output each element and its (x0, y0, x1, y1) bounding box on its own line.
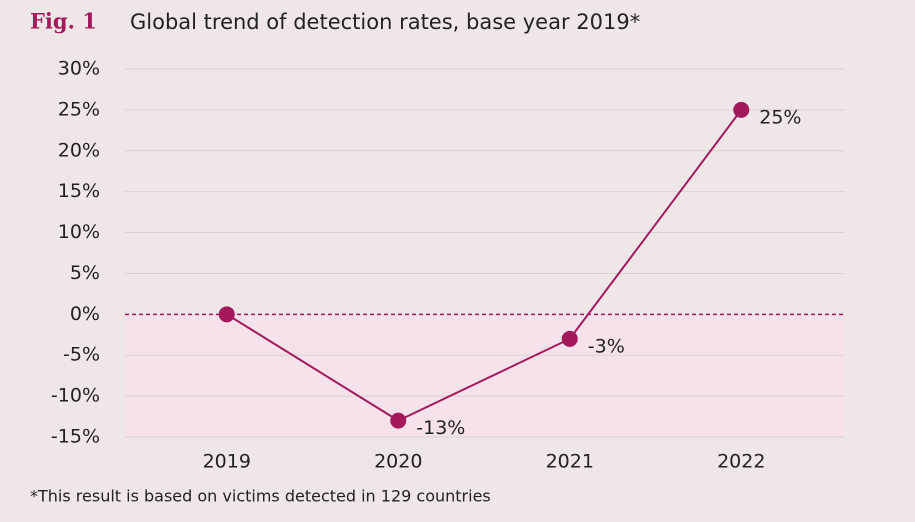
data-label: -13% (416, 417, 465, 439)
data-line (226, 109, 743, 422)
y-tick-label: 5% (70, 262, 100, 284)
y-tick-label: -5% (63, 344, 100, 366)
data-label: 25% (759, 106, 801, 128)
data-point (561, 330, 578, 347)
x-tick-label: 2021 (546, 451, 594, 473)
y-tick-label: 25% (58, 98, 100, 120)
figure-label: Fig. 1 (30, 9, 97, 34)
y-tick-label: -15% (51, 426, 100, 448)
data-point (218, 306, 235, 323)
y-tick-label: 0% (70, 303, 100, 325)
footnote: *This result is based on victims detecte… (30, 487, 491, 506)
data-point (390, 412, 407, 429)
negative-region (125, 314, 845, 437)
x-tick-label: 2019 (203, 451, 251, 473)
y-tick-label: 20% (58, 139, 100, 161)
data-point (733, 101, 750, 118)
y-tick-label: 10% (58, 221, 100, 243)
y-tick-label: 30% (58, 58, 100, 80)
chart-title: Global trend of detection rates, base ye… (130, 10, 640, 34)
y-tick-label: 15% (58, 180, 100, 202)
data-label: -3% (588, 335, 625, 357)
x-tick-label: 2020 (374, 451, 422, 473)
y-tick-label: -10% (51, 385, 100, 407)
x-tick-label: 2022 (717, 451, 765, 473)
